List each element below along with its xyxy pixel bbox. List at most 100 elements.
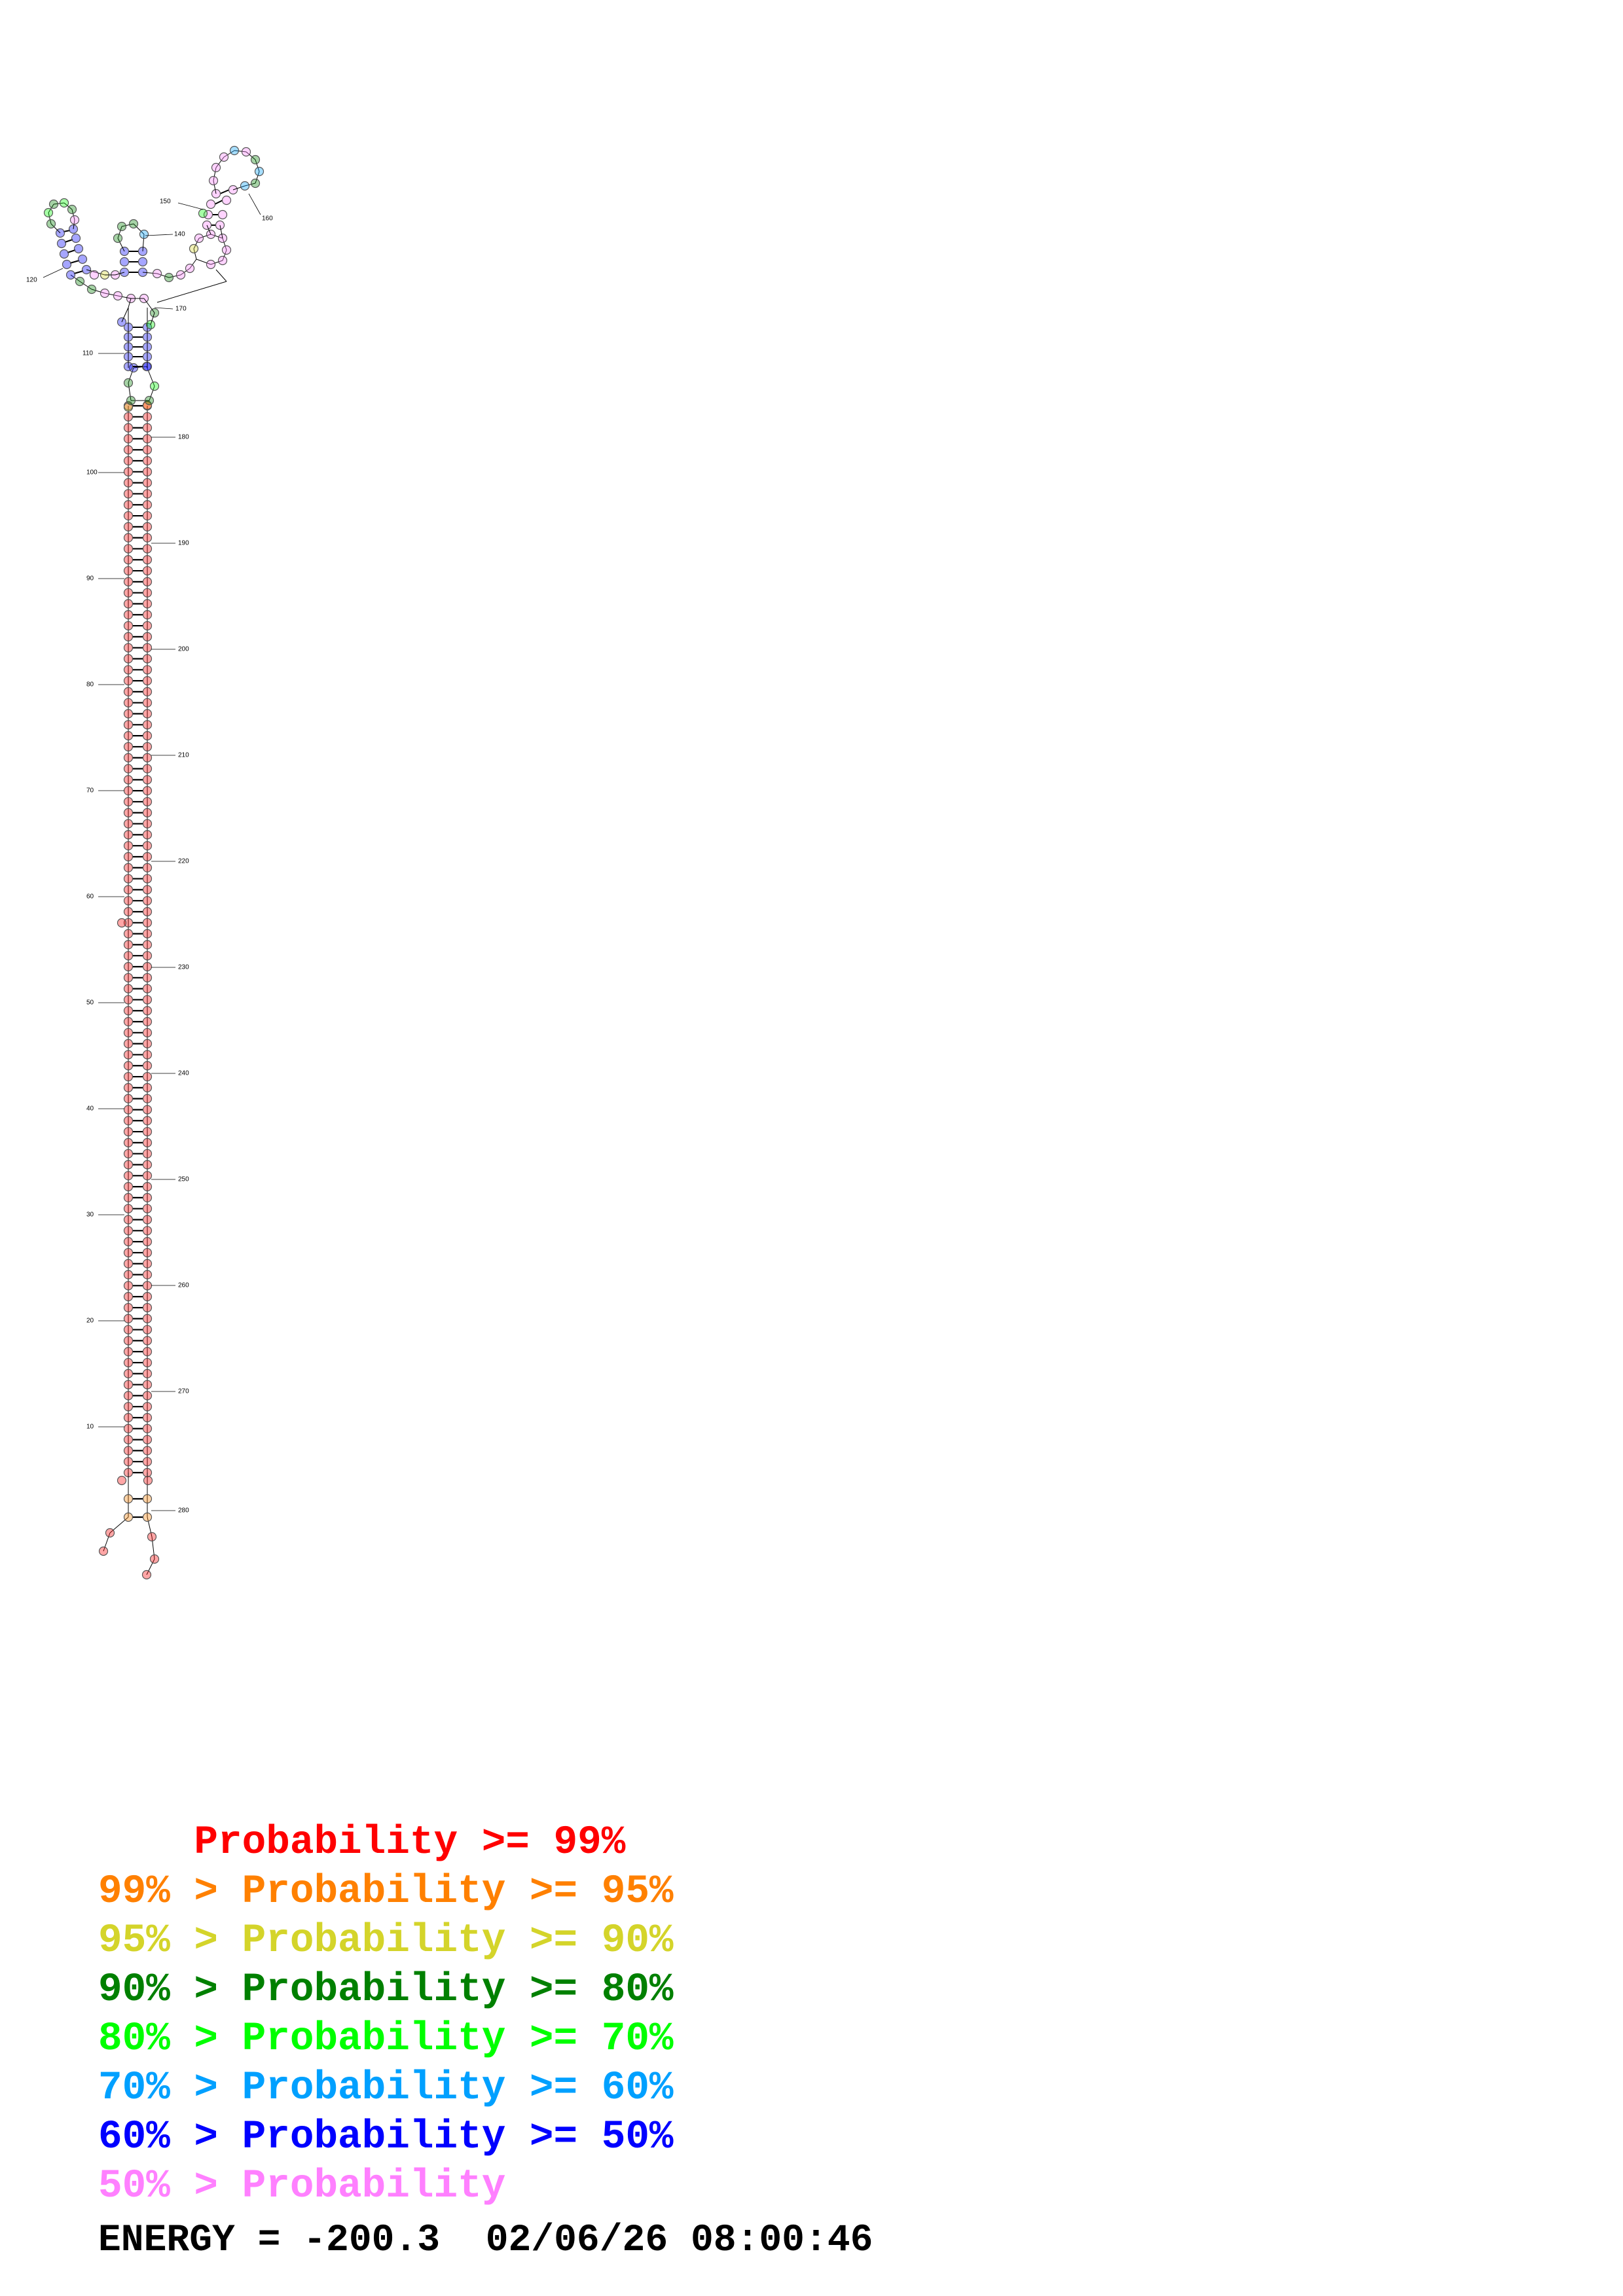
nucleotide <box>123 1181 134 1192</box>
nucleotide <box>142 1105 153 1115</box>
bond <box>79 281 92 290</box>
nucleotide <box>142 423 153 433</box>
nucleotide <box>250 154 261 165</box>
nucleotide <box>123 973 134 982</box>
nucleotide <box>142 434 153 444</box>
nucleotide <box>142 698 153 708</box>
nucleotide <box>250 178 261 188</box>
position-label: 200 <box>178 646 189 653</box>
nucleotide <box>142 863 153 872</box>
nucleotide <box>123 786 134 796</box>
nucleotide <box>142 511 153 521</box>
bond <box>215 156 225 168</box>
nucleotide <box>208 175 219 186</box>
nucleotide <box>142 1270 153 1280</box>
position-label: 230 <box>178 964 189 971</box>
nucleotide <box>123 1050 134 1060</box>
nucleotide <box>142 819 153 829</box>
nucleotide <box>123 753 134 762</box>
bond <box>232 185 246 190</box>
nucleotide <box>123 599 134 609</box>
nucleotide <box>123 489 134 499</box>
nucleotide <box>56 238 67 249</box>
nucleotide <box>123 577 134 586</box>
legend-item-p60: 70% > Probability >= 60% <box>98 2066 674 2111</box>
nucleotide <box>123 632 134 641</box>
nucleotide <box>123 1247 134 1258</box>
nucleotide <box>142 1006 153 1016</box>
nucleotide <box>123 610 134 620</box>
nucleotide <box>142 565 153 576</box>
nucleotide <box>219 152 229 162</box>
nucleotide <box>123 1160 134 1170</box>
legend-item-p90: 95% > Probability >= 90% <box>98 1918 674 1964</box>
nucleotide <box>142 1325 153 1335</box>
nucleotide <box>123 984 134 994</box>
label-leader <box>248 193 261 215</box>
nucleotide <box>142 874 153 884</box>
nucleotide <box>123 1336 134 1346</box>
energy-footer: ENERGY = -200.3 02/06/26 08:00:46 <box>98 2219 873 2262</box>
nucleotide <box>142 764 153 774</box>
nucleotide <box>142 544 153 554</box>
nucleotide <box>229 145 240 156</box>
nucleotide <box>123 1347 134 1357</box>
nucleotide <box>142 1424 153 1433</box>
nucleotide <box>142 588 153 598</box>
nucleotide <box>123 643 134 653</box>
bond <box>180 268 191 276</box>
nucleotide <box>206 199 216 209</box>
nucleotide <box>123 797 134 807</box>
nucleotide <box>142 1237 153 1247</box>
nucleotide <box>142 852 153 862</box>
bond <box>234 150 247 152</box>
bond <box>168 274 181 278</box>
legend-item-p70: 80% > Probability >= 70% <box>98 2017 674 2062</box>
nucleotide <box>123 511 134 521</box>
nucleotide <box>142 1149 153 1158</box>
bond <box>142 272 158 274</box>
nucleotide <box>217 209 228 220</box>
nucleotide <box>142 456 153 466</box>
nucleotide <box>123 1061 134 1071</box>
nucleotide <box>149 1554 160 1564</box>
position-label: 50 <box>86 999 94 1007</box>
bond <box>70 274 81 282</box>
nucleotide <box>142 489 153 499</box>
nucleotide <box>123 709 134 719</box>
bond <box>128 382 132 401</box>
nucleotide <box>123 1204 134 1213</box>
nucleotide <box>240 181 250 191</box>
nucleotide <box>139 229 149 240</box>
nucleotide <box>123 544 134 554</box>
nucleotide <box>198 208 208 219</box>
nucleotide <box>142 1435 153 1444</box>
nucleotide <box>142 797 153 807</box>
nucleotide <box>123 1357 134 1368</box>
nucleotide <box>123 423 134 433</box>
bond <box>156 273 170 278</box>
legend-item-p0: 50% > Probability <box>98 2164 506 2209</box>
position-label: 250 <box>178 1176 189 1183</box>
position-label: 60 <box>86 893 94 901</box>
nucleotide <box>86 284 97 295</box>
nucleotide <box>123 1149 134 1158</box>
nucleotide <box>142 709 153 719</box>
nucleotide <box>123 698 134 708</box>
nucleotide <box>142 1126 153 1137</box>
nucleotide <box>142 1302 153 1313</box>
nucleotide <box>142 841 153 851</box>
nucleotide <box>123 434 134 444</box>
nucleotide <box>117 918 127 928</box>
nucleotide <box>123 808 134 817</box>
nucleotide <box>142 577 153 586</box>
nucleotide <box>123 896 134 906</box>
bond <box>128 367 134 384</box>
nucleotide <box>185 263 195 274</box>
nucleotide <box>123 1446 134 1456</box>
nucleotide <box>113 233 123 243</box>
nucleotide <box>123 1391 134 1401</box>
nucleotide <box>142 1039 153 1049</box>
bond <box>86 269 105 276</box>
nucleotide <box>123 478 134 488</box>
